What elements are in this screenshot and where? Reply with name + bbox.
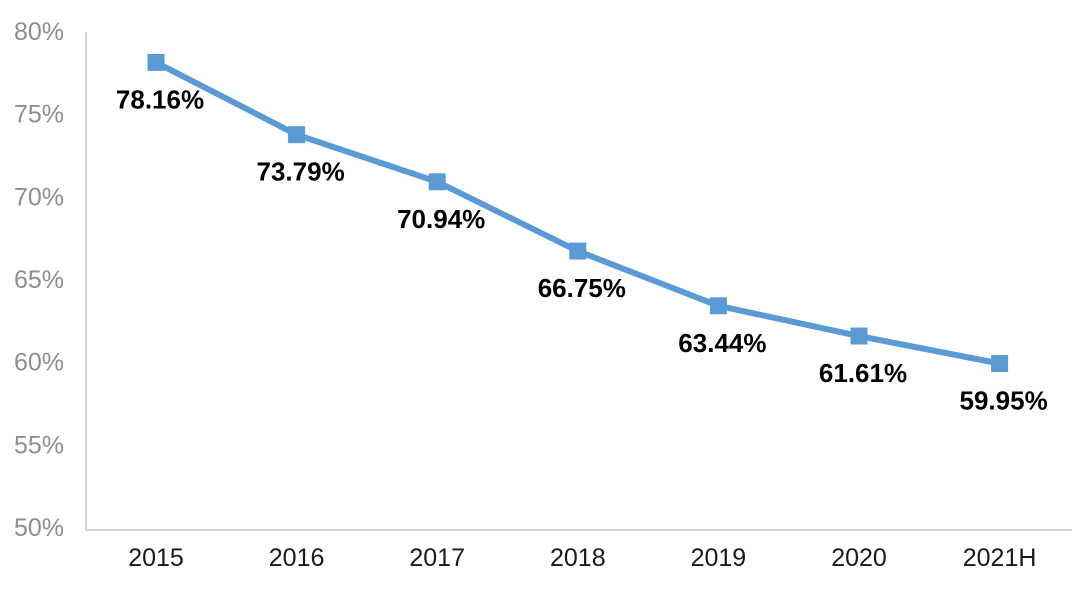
- series-markers: [147, 53, 1009, 372]
- series-line: [153, 59, 1003, 367]
- y-tick-label: 75%: [14, 101, 64, 129]
- data-label: 78.16%: [116, 84, 204, 114]
- x-tick-label: 2016: [269, 544, 325, 572]
- x-tick-label: 2020: [831, 544, 887, 572]
- y-tick-label: 60%: [14, 349, 64, 377]
- x-tick-label: 2017: [409, 544, 465, 572]
- y-tick-label: 80%: [14, 18, 64, 46]
- y-tick-label: 70%: [14, 183, 64, 211]
- y-tick-label: 65%: [14, 266, 64, 294]
- x-tick-label: 2021H: [963, 544, 1037, 572]
- y-axis-labels: 80% 75% 70% 65% 60% 55% 50%: [14, 18, 64, 542]
- y-tick-label: 50%: [14, 514, 64, 542]
- data-point-marker: [569, 242, 587, 260]
- data-label: 59.95%: [960, 385, 1048, 415]
- x-tick-label: 2019: [691, 544, 747, 572]
- data-labels: 78.16% 73.79% 70.94% 66.75% 63.44% 61.61% 59.9…: [116, 84, 1048, 415]
- y-tick-label: 55%: [14, 431, 64, 459]
- data-label: 61.61%: [819, 358, 907, 388]
- data-label: 66.75%: [538, 273, 626, 303]
- data-point-marker: [709, 297, 727, 315]
- data-point-marker: [147, 53, 165, 71]
- data-point-marker: [428, 173, 446, 191]
- data-label: 70.94%: [397, 204, 485, 234]
- data-point-marker: [288, 126, 306, 144]
- data-label: 73.79%: [257, 157, 345, 187]
- data-point-marker: [850, 327, 868, 345]
- data-label: 63.44%: [678, 328, 766, 358]
- x-axis-labels: 2015 2016 2017 2018 2019 2020 2021H: [128, 544, 1036, 572]
- x-tick-label: 2015: [128, 544, 184, 572]
- data-point-marker: [991, 354, 1009, 372]
- x-tick-label: 2018: [550, 544, 606, 572]
